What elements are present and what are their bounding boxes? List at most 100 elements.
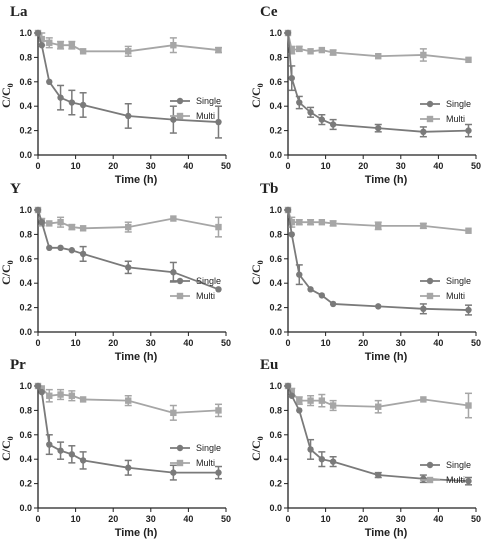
series-single: [284, 382, 472, 486]
data-point-single: [318, 292, 326, 299]
x-tick-label: 0: [35, 161, 40, 171]
data-point-single: [307, 286, 314, 293]
data-point-multi: [375, 52, 382, 60]
series-single: [284, 206, 472, 316]
data-point-single: [420, 305, 427, 313]
chart-panel-pr: Pr 0.0 0.2 0.4 0.6 0.8 1.0 0 10 20 30 40 50 Time (h) C…: [0, 357, 231, 539]
data-point-single: [296, 271, 303, 278]
data-point-single: [34, 206, 42, 214]
legend-marker-single: [176, 444, 184, 452]
chart-panel-eu: Eu 0.0 0.2 0.4 0.6 0.8 1.0 0 10 20 30 40 50 Time (h) C…: [249, 357, 481, 539]
data-point-single: [420, 128, 427, 136]
x-tick-label: 50: [471, 514, 481, 524]
x-axis-label: Time (h): [365, 174, 408, 186]
data-point-single: [38, 219, 45, 226]
legend-marker-single: [426, 100, 434, 108]
data-point-multi: [465, 56, 472, 64]
data-point-single: [288, 231, 295, 238]
data-point-single: [79, 250, 87, 258]
y-tick-label: 1.0: [269, 205, 282, 215]
y-axis-label: C/C0: [249, 436, 265, 461]
data-point-single: [465, 127, 472, 134]
x-tick-label: 10: [321, 338, 331, 348]
y-tick-label: 0.2: [269, 479, 282, 489]
data-point-multi: [57, 42, 64, 49]
y-axis-label-main: C/C: [249, 264, 263, 285]
y-tick-label: 1.0: [19, 28, 32, 38]
data-point-single: [34, 29, 42, 37]
x-tick-label: 50: [221, 338, 231, 348]
series-single: [34, 206, 222, 293]
x-tick-label: 30: [396, 338, 406, 348]
panel-title: Ce: [260, 4, 278, 20]
y-tick-label: 1.0: [19, 205, 32, 215]
y-tick-label: 0.6: [269, 430, 282, 440]
x-tick-label: 30: [146, 161, 156, 171]
series-line-single: [287, 32, 469, 133]
data-point-multi: [215, 407, 222, 414]
y-axis-label-main: C/C: [0, 440, 13, 461]
data-point-single: [318, 456, 326, 463]
x-tick-label: 30: [146, 338, 156, 348]
data-point-single: [34, 382, 42, 390]
data-point-single: [125, 112, 132, 120]
legend-label-multi: Multi: [196, 111, 215, 121]
data-point-single: [318, 116, 326, 123]
x-tick-label: 0: [285, 514, 290, 524]
y-axis-label-subscript: 0: [256, 83, 265, 87]
y-axis-label-subscript: 0: [6, 436, 15, 440]
legend-label-single: Single: [196, 276, 221, 286]
data-point-single: [284, 382, 292, 390]
x-tick-label: 50: [471, 338, 481, 348]
series-multi: [34, 382, 222, 421]
y-tick-label: 0.2: [269, 303, 282, 313]
x-tick-label: 40: [433, 338, 443, 348]
data-point-multi: [288, 219, 295, 226]
x-tick-label: 10: [321, 514, 331, 524]
x-tick-label: 20: [108, 338, 118, 348]
y-tick-label: 1.0: [269, 28, 282, 38]
y-tick-label: 0.0: [19, 327, 32, 337]
data-point-single: [329, 458, 337, 465]
y-axis-label: C/C0: [0, 83, 15, 108]
y-axis-label: C/C0: [0, 260, 15, 285]
data-point-single: [215, 118, 222, 126]
data-point-multi: [296, 397, 303, 404]
y-tick-label: 0.2: [19, 126, 32, 136]
data-point-multi: [318, 219, 326, 226]
y-tick-label: 0.8: [269, 52, 282, 62]
legend-marker-multi: [426, 115, 434, 123]
data-point-multi: [68, 392, 76, 399]
data-point-single: [307, 109, 314, 116]
data-point-multi: [57, 391, 64, 398]
y-axis-label-main: C/C: [249, 87, 263, 108]
panel-title: Pr: [10, 357, 26, 373]
series-single: [34, 382, 222, 481]
legend-label-multi: Multi: [446, 114, 465, 124]
data-point-single: [68, 99, 76, 106]
data-point-multi: [420, 396, 427, 403]
data-point-multi: [38, 35, 45, 43]
series-multi: [284, 382, 472, 419]
data-point-single: [288, 74, 295, 82]
data-point-single: [288, 392, 295, 399]
y-tick-label: 0.2: [19, 479, 32, 489]
y-tick-label: 0.8: [19, 405, 32, 415]
x-tick-label: 10: [71, 338, 81, 348]
x-tick-label: 40: [433, 161, 443, 171]
data-point-single: [46, 78, 53, 86]
data-point-multi: [307, 219, 314, 226]
y-tick-label: 0.0: [269, 327, 282, 337]
legend-label-single: Single: [446, 276, 471, 286]
data-point-multi: [307, 397, 314, 404]
x-tick-label: 0: [35, 338, 40, 348]
x-axis-label: Time (h): [365, 527, 408, 539]
legend-label-single: Single: [446, 460, 471, 470]
data-point-multi: [125, 48, 132, 55]
y-tick-label: 0.6: [19, 254, 32, 264]
legend: Single Multi: [420, 460, 471, 485]
legend-label-multi: Multi: [196, 458, 215, 468]
data-point-multi: [375, 403, 382, 410]
x-tick-label: 40: [433, 514, 443, 524]
